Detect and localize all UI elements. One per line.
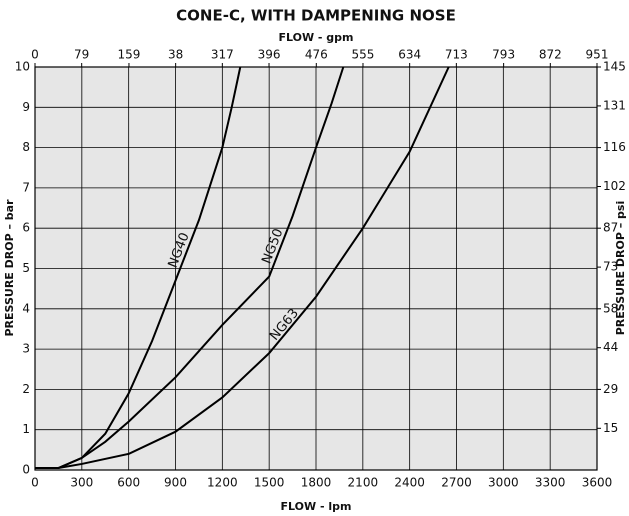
x-tick-label: 2100 (348, 476, 379, 490)
y2-tick-label: 102 (603, 179, 626, 193)
x2-tick-label: 79 (74, 48, 89, 62)
y2-axis-label: PRESSURE DROP – psi (614, 201, 627, 336)
y2-tick-label: 73 (603, 260, 618, 274)
plot-frame (34, 66, 598, 471)
x-tick-label: 2400 (394, 476, 425, 490)
x-axis-label: FLOW - lpm (281, 500, 352, 513)
x-tick-label: 1200 (207, 476, 238, 490)
y-tick-label: 6 (22, 221, 30, 235)
y-tick-label: 10 (15, 60, 30, 74)
x2-tick-label: 0 (31, 48, 39, 62)
y-tick-label: 7 (22, 180, 30, 194)
y-tick-label: 4 (22, 301, 30, 315)
x-tick-label: 3000 (488, 476, 519, 490)
x2-tick-label: 793 (492, 48, 515, 62)
y2-tick-label: 29 (603, 382, 618, 396)
y2-tick-label: 116 (603, 140, 626, 154)
chart-title: CONE-C, WITH DAMPENING NOSE (176, 7, 456, 25)
y-tick-label: 3 (22, 342, 30, 356)
x2-tick-label: 555 (352, 48, 375, 62)
x2-tick-label: 634 (398, 48, 421, 62)
y-tick-label: 9 (22, 100, 30, 114)
x-tick-label: 1800 (301, 476, 332, 490)
y-axis-label: PRESSURE DROP – bar (3, 199, 16, 337)
y-tick-label: 0 (22, 463, 30, 477)
x2-tick-label: 317 (211, 48, 234, 62)
y2-tick-label: 145 (603, 60, 626, 74)
x-tick-label: 1500 (254, 476, 285, 490)
x2-tick-label: 872 (539, 48, 562, 62)
x2-tick-label: 951 (586, 48, 609, 62)
y-tick-label: 8 (22, 140, 30, 154)
x2-tick-label: 713 (445, 48, 468, 62)
x-tick-label: 0 (31, 476, 39, 490)
x2-axis-label: FLOW - gpm (278, 31, 353, 44)
y2-tick-label: 87 (603, 221, 618, 235)
y2-tick-label: 58 (603, 301, 618, 315)
y-tick-label: 5 (22, 261, 30, 275)
curve (35, 66, 345, 469)
x2-tick-label: 38 (168, 48, 183, 62)
x-tick-label: 600 (117, 476, 140, 490)
x2-tick-label: 396 (258, 48, 281, 62)
curve (35, 66, 450, 469)
y2-tick-label: 44 (603, 340, 618, 354)
y2-tick-label: 131 (603, 98, 626, 112)
x-tick-label: 2700 (441, 476, 472, 490)
y-tick-label: 2 (22, 382, 30, 396)
y2-tick-label: 15 (603, 421, 618, 435)
x2-tick-label: 159 (118, 48, 141, 62)
x-tick-label: 3600 (582, 476, 613, 490)
y-tick-label: 1 (22, 422, 30, 436)
x-tick-label: 3300 (535, 476, 566, 490)
x2-tick-label: 476 (305, 48, 328, 62)
x-tick-label: 300 (70, 476, 93, 490)
x-tick-label: 900 (164, 476, 187, 490)
